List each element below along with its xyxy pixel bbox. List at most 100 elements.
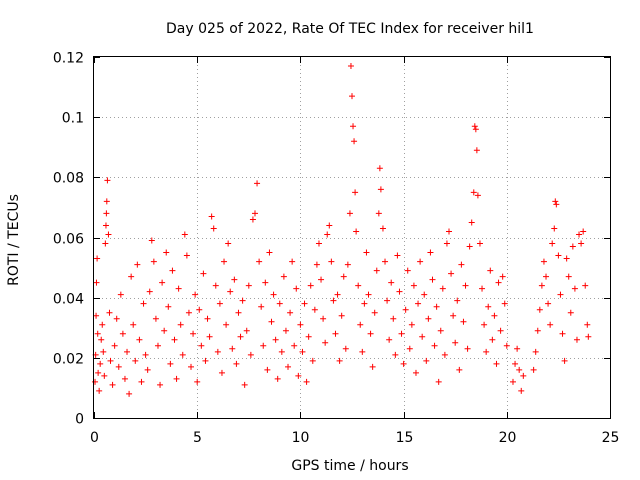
data-point [421,291,428,298]
data-point [382,258,389,265]
data-point [285,363,292,370]
data-point [241,381,248,388]
data-point [425,315,432,322]
data-point [221,258,228,265]
data-point [216,300,223,307]
data-point [573,336,580,343]
data-point [351,138,358,145]
data-point [349,93,355,100]
data-point [190,330,197,337]
data-point [543,273,550,280]
data-point [117,291,124,298]
data-point [130,321,137,328]
data-point [536,306,543,313]
data-point [509,378,516,385]
y-tick-label: 0.1 [62,111,84,127]
data-point [503,342,510,349]
x-tick-label: 25 [602,430,620,446]
data-point [443,240,450,247]
data-point [472,126,479,133]
data-point [435,378,442,385]
data-point [512,360,519,367]
data-point [347,63,354,70]
data-point [569,243,576,250]
data-point [342,345,349,352]
data-point [163,249,170,256]
data-point [144,366,151,373]
data-point [245,282,252,289]
data-point [481,321,488,328]
data-point [553,201,560,208]
data-point [132,357,139,364]
data-point [437,327,444,334]
data-point [299,348,306,355]
data-point [93,312,100,319]
data-point [309,357,316,364]
y-tick-label: 0.08 [53,171,84,187]
data-point [369,363,376,370]
data-point [499,273,506,280]
x-tick-label: 5 [193,430,202,446]
x-tick-label: 20 [499,430,517,446]
data-point [103,198,110,205]
data-point [392,351,399,358]
data-point [102,240,109,247]
data-point [460,318,467,325]
data-point [338,312,345,319]
data-point [175,285,182,292]
data-point [559,330,566,337]
data-point [359,348,366,355]
data-point [104,177,111,184]
data-point [169,267,176,274]
data-point [282,327,289,334]
data-point [551,225,558,232]
data-point [274,375,281,382]
data-point [198,342,205,349]
data-point [402,306,409,313]
axis-ticks: 0 5 10 15 20 25 0 0.02 0.04 0.06 0.08 0.1 0.12 [53,51,620,447]
data-point [441,351,448,358]
data-point [254,180,261,187]
data-point [534,327,541,334]
data-point [334,291,341,298]
data-point [571,285,578,292]
data-point [214,348,221,355]
data-point [204,315,211,322]
y-tick-label: 0 [75,412,84,428]
data-point [328,258,335,265]
data-point [373,267,380,274]
data-point [115,363,122,370]
data-point [94,255,101,262]
data-point [429,276,436,283]
data-point [173,375,180,382]
data-point [291,342,298,349]
data-point [398,330,405,337]
data-point [336,357,343,364]
data-point [202,357,209,364]
data-point [375,210,382,217]
data-point [270,291,277,298]
data-point [324,231,331,238]
data-point [165,303,172,310]
data-point [96,387,103,394]
data-point [287,309,294,316]
data-point [181,231,188,238]
data-point [567,309,574,316]
data-point [585,333,592,340]
data-point [297,321,304,328]
data-point [466,243,473,250]
data-point [95,369,102,376]
x-tick-label: 15 [396,430,414,446]
data-point [388,279,395,286]
data-point [208,213,215,220]
data-point [377,186,384,193]
data-point [555,252,562,259]
data-point [549,240,556,247]
data-point [415,300,422,307]
data-point [538,282,545,289]
x-axis-label: GPS time / hours [291,458,408,474]
data-point [113,315,120,322]
data-point [177,321,184,328]
data-point [456,366,463,373]
